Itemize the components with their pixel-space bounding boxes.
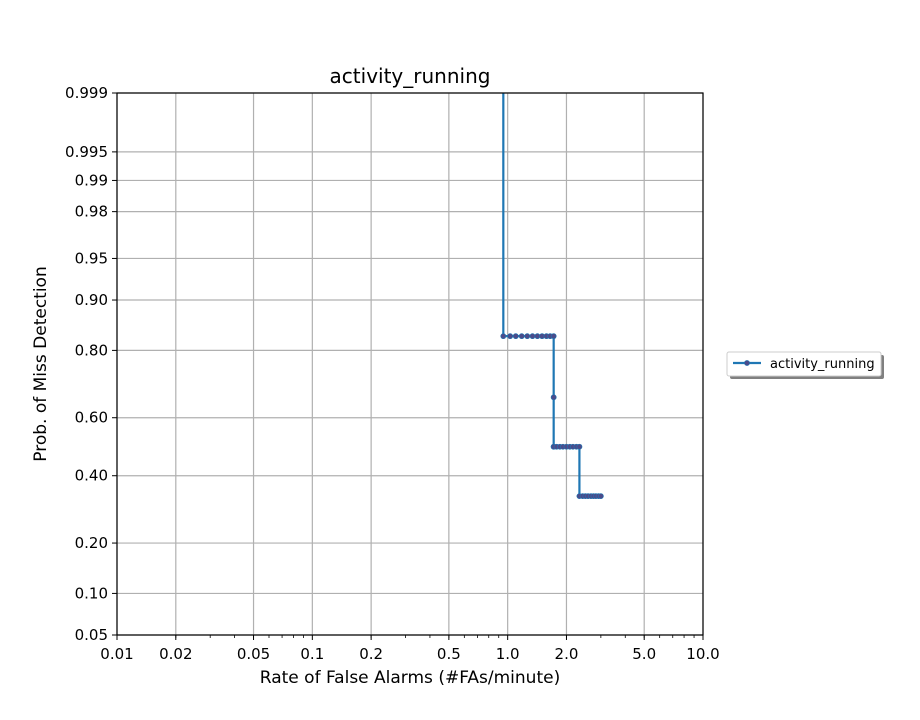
legend-marker-swatch <box>744 360 750 366</box>
plot-area: 0.01 0.02 0.05 0.1 0.2 0.5 1.0 2.0 5.0 10.0 0.05 0.… <box>65 84 720 663</box>
y-tick-label: 0.95 <box>75 249 108 267</box>
data-point <box>507 333 514 340</box>
axes-frame <box>116 92 704 636</box>
data-point <box>529 333 536 340</box>
data-point <box>597 493 604 500</box>
legend: activity_running <box>726 351 884 379</box>
chart-title: activity_running <box>330 64 491 88</box>
y-tick-label: 0.80 <box>75 341 108 359</box>
y-tick-label: 0.20 <box>75 534 108 552</box>
x-tick-label: 0.01 <box>100 645 133 663</box>
legend-box <box>726 351 882 377</box>
y-tick-label: 0.05 <box>75 626 108 644</box>
x-tick-label: 0.02 <box>159 645 192 663</box>
y-tick-label: 0.10 <box>75 584 108 602</box>
y-tick-label: 0.99 <box>75 171 108 189</box>
x-tick-label: 0.1 <box>300 645 324 663</box>
x-tick-label: 2.0 <box>555 645 579 663</box>
x-tick-label: 0.5 <box>437 645 461 663</box>
x-axis-label: Rate of False Alarms (#FAs/minute) <box>260 668 560 688</box>
data-point <box>550 333 557 340</box>
data-point <box>512 333 519 340</box>
legend-label: activity_running <box>770 357 875 372</box>
data-point <box>524 333 531 340</box>
x-tick-label: 5.0 <box>632 645 656 663</box>
data-point <box>500 333 507 340</box>
data-point <box>518 333 525 340</box>
y-tick-label: 0.995 <box>65 143 108 161</box>
y-tick-label: 0.98 <box>75 203 108 221</box>
x-tick-label: 1.0 <box>496 645 520 663</box>
y-tick-label: 0.90 <box>75 291 108 309</box>
x-tick-label: 10.0 <box>686 645 719 663</box>
data-point <box>550 394 557 401</box>
y-tick-label: 0.40 <box>75 467 108 485</box>
y-tick-label: 0.60 <box>75 409 108 427</box>
x-tick-label: 0.2 <box>359 645 383 663</box>
x-tick-label: 0.05 <box>237 645 270 663</box>
y-axis-label: Prob. of Miss Detection <box>31 266 51 461</box>
data-point <box>576 443 583 450</box>
y-tick-label: 0.999 <box>65 84 108 102</box>
